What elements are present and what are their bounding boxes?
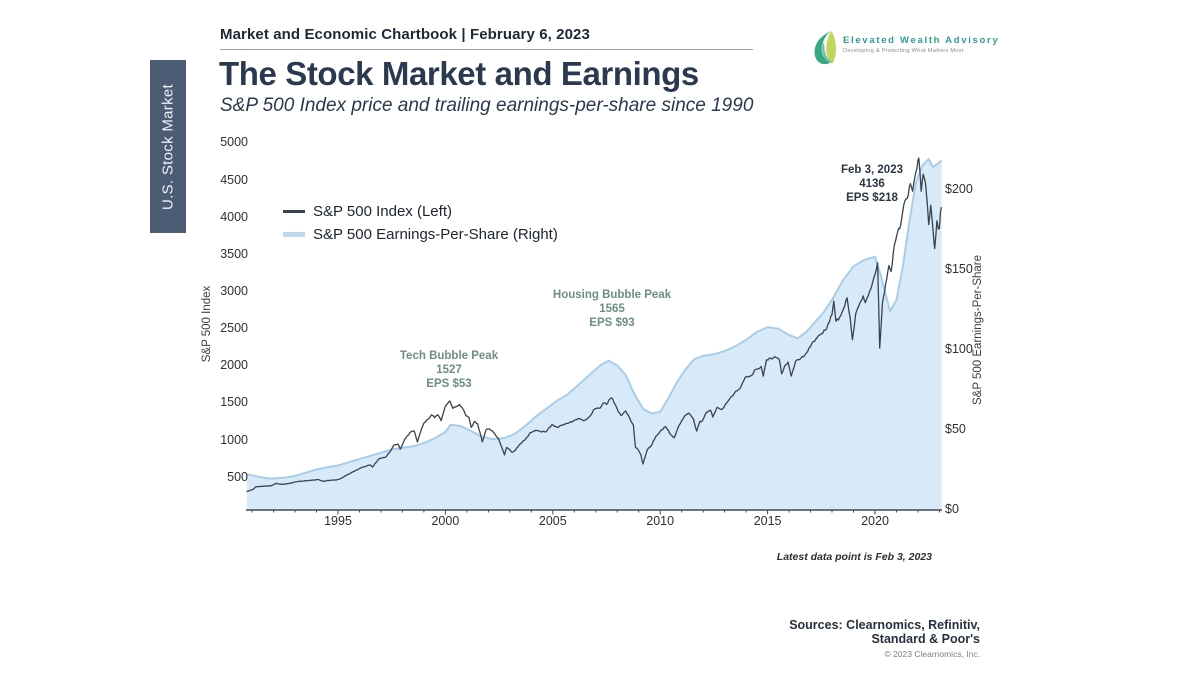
section-tab-label: U.S. Stock Market [159, 83, 177, 210]
right-axis-tick: $200 [945, 182, 973, 196]
legend-item-eps: S&P 500 Earnings-Per-Share (Right) [283, 223, 558, 246]
logo-tagline: Developing & Protecting What Matters Mos… [843, 48, 964, 54]
legend-label-index: S&P 500 Index (Left) [313, 203, 452, 220]
left-axis-tick: 1000 [220, 432, 248, 447]
left-axis-tick: 3500 [220, 246, 248, 261]
chart-legend: S&P 500 Index (Left) S&P 500 Earnings-Pe… [283, 200, 558, 246]
legend-item-index: S&P 500 Index (Left) [283, 200, 558, 223]
copyright-notice: © 2023 Clearnomics, Inc. [884, 649, 980, 659]
company-logo: Elevated Wealth Advisory Developing & Pr… [810, 29, 999, 67]
annotation-tech-bubble: Tech Bubble Peak 1527 EPS $53 [384, 349, 514, 391]
logo-company-name: Elevated Wealth Advisory [843, 35, 1000, 46]
left-axis-tick: 1500 [220, 395, 248, 410]
left-axis-tick: 500 [227, 469, 248, 484]
leaf-logo-icon [810, 29, 838, 67]
annotation-line: Tech Bubble Peak [399, 350, 499, 362]
eps-area-swatch [283, 232, 305, 237]
right-axis-tick: $100 [945, 342, 973, 356]
annotation-line: Feb 3, 2023 [840, 164, 903, 176]
x-axis-tick: 1995 [324, 514, 352, 528]
annotation-line: Housing Bubble Peak [552, 289, 672, 301]
header-divider [220, 49, 753, 50]
right-axis-tick: $150 [945, 262, 973, 276]
left-axis-tick: 2500 [220, 321, 248, 336]
left-axis-tick: 4500 [220, 172, 248, 187]
right-axis-tick: $50 [945, 422, 966, 436]
annotation-line: EPS $93 [589, 317, 635, 329]
sources-line-2: Standard & Poor's [871, 632, 980, 646]
annotation-line: EPS $218 [846, 192, 898, 204]
section-tab-us-stock-market[interactable]: U.S. Stock Market [150, 60, 186, 233]
right-axis-tick: $0 [945, 502, 959, 516]
page-subtitle: S&P 500 Index price and trailing earning… [220, 95, 754, 116]
sources-line-1: Sources: Clearnomics, Refinitiv, [789, 618, 980, 632]
annotation-line: 4136 [859, 178, 885, 190]
x-axis-tick: 2015 [753, 514, 782, 528]
legend-label-eps: S&P 500 Earnings-Per-Share (Right) [313, 226, 558, 243]
latest-data-footnote: Latest data point is Feb 3, 2023 [776, 551, 932, 563]
sources-block: Sources: Clearnomics, Refinitiv, Standar… [680, 618, 980, 659]
x-axis-tick: 2000 [431, 514, 460, 528]
left-axis-tick: 2000 [220, 358, 248, 373]
report-header: Market and Economic Chartbook | February… [220, 26, 590, 43]
annotation-latest-point: Feb 3, 2023 4136 EPS $218 [807, 163, 937, 205]
index-line-swatch [283, 210, 305, 213]
annotation-line: EPS $53 [426, 378, 472, 390]
left-axis-tick: 3000 [220, 283, 248, 298]
logo-text-block: Elevated Wealth Advisory Developing & Pr… [843, 29, 999, 54]
x-axis-tick: 2020 [861, 514, 889, 528]
x-axis-tick: 2005 [538, 514, 567, 528]
left-axis-tick: 5000 [220, 135, 248, 150]
annotation-housing-bubble: Housing Bubble Peak 1565 EPS $93 [547, 288, 677, 330]
page-title: The Stock Market and Earnings [219, 55, 699, 92]
x-axis-tick: 2010 [646, 514, 675, 528]
annotation-line: 1527 [436, 364, 462, 376]
annotation-line: 1565 [599, 303, 625, 315]
right-axis-title: S&P 500 Earnings-Per-Share [972, 254, 984, 406]
left-axis-tick: 4000 [220, 209, 248, 224]
left-axis-title: S&P 500 Index [201, 285, 213, 363]
